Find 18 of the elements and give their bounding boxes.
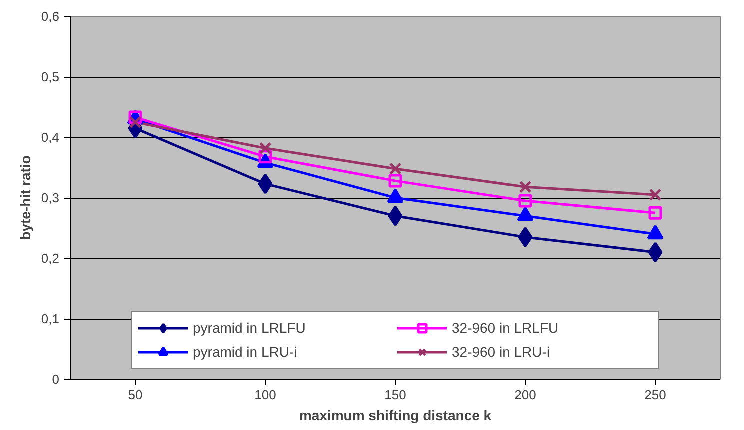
legend-label: pyramid in LRU-i bbox=[193, 344, 298, 360]
y-tick-label: 0,3 bbox=[41, 190, 60, 206]
legend-label: pyramid in LRLFU bbox=[193, 320, 307, 336]
legend-label: 32-960 in LRLFU bbox=[452, 320, 560, 336]
y-axis-title: byte-hit ratio bbox=[17, 156, 34, 240]
y-tick-label: 0,6 bbox=[41, 9, 60, 24]
y-tick-label: 0,1 bbox=[41, 312, 60, 326]
x-tick-label: 200 bbox=[514, 388, 536, 402]
x-tick-label: 250 bbox=[644, 388, 666, 402]
legend-label: 32-960 in LRU-i bbox=[452, 344, 552, 360]
x-tick-label: 100 bbox=[254, 388, 276, 402]
y-tick-label: 0,4 bbox=[41, 130, 60, 145]
y-tick-label: 0,5 bbox=[41, 70, 60, 84]
x-axis-title: maximum shifting distance k bbox=[299, 408, 492, 424]
x-tick-label: 50 bbox=[128, 388, 143, 402]
y-tick-label: 0 bbox=[52, 372, 60, 387]
y-tick-label: 0,2 bbox=[41, 251, 60, 266]
x-tick-label: 150 bbox=[384, 388, 406, 402]
